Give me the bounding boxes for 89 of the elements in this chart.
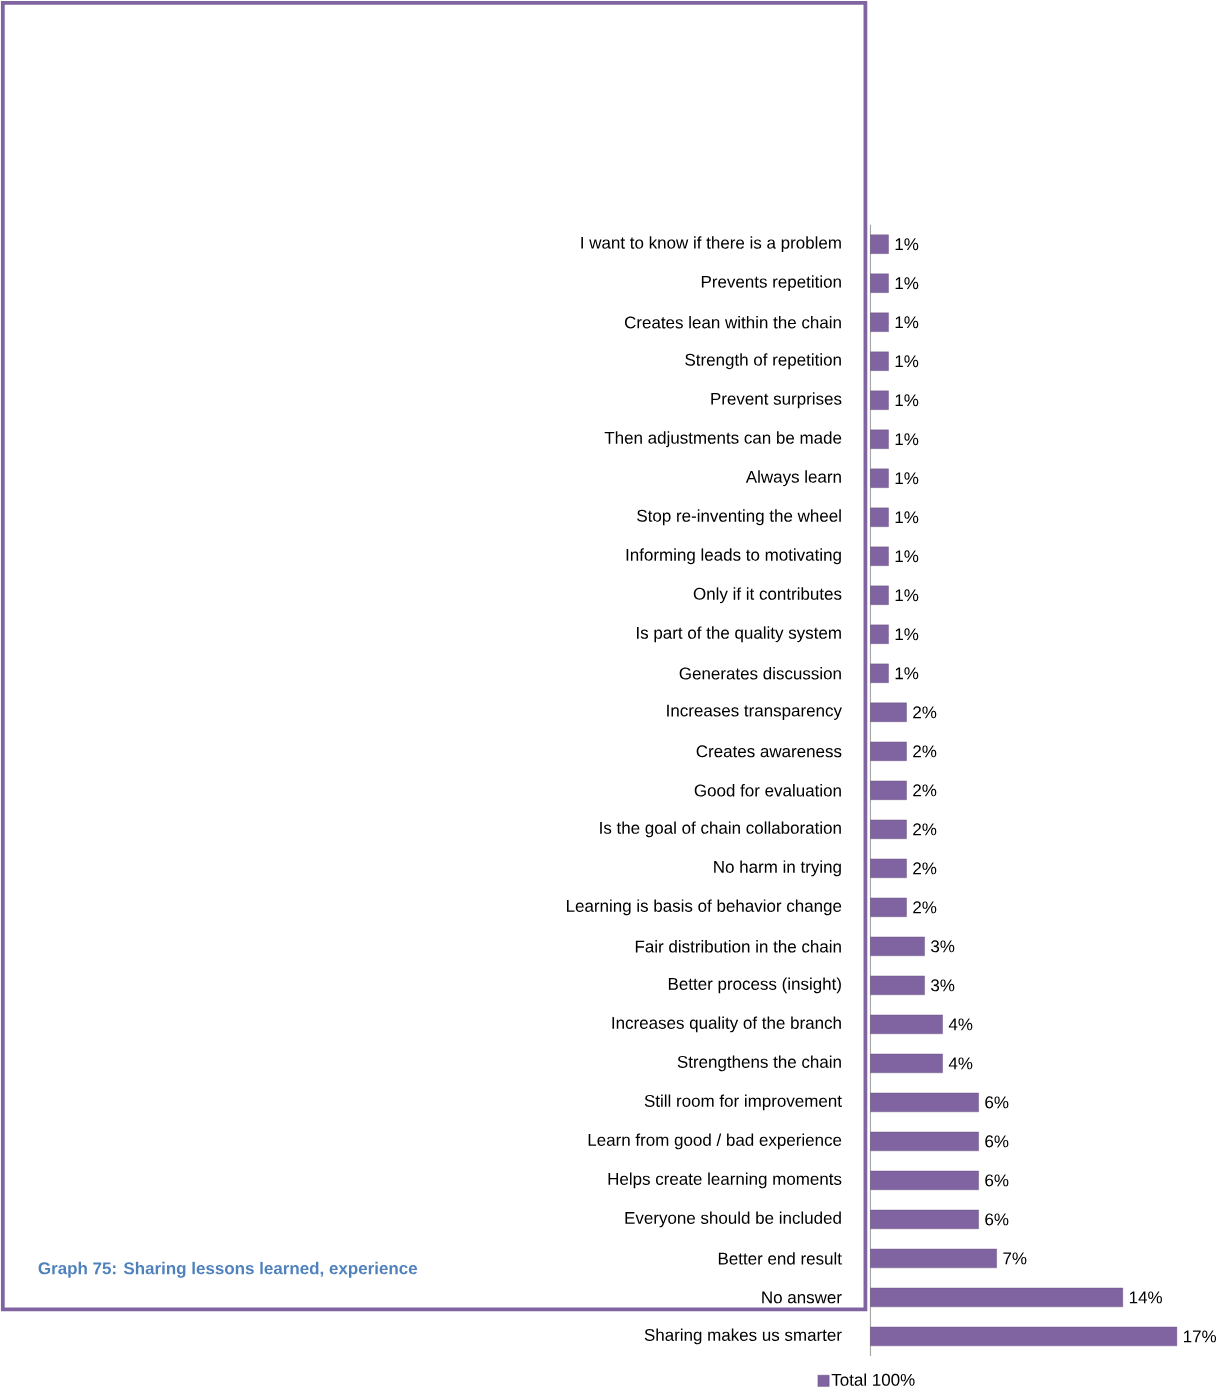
bar [870, 1287, 1123, 1308]
data-label: 3% [930, 979, 955, 992]
y-tick-label: Creates lean within the chain [624, 315, 841, 329]
data-label: 6% [985, 1174, 1009, 1187]
y-tick-label: Is part of the quality system [636, 626, 841, 643]
bar [870, 741, 907, 761]
y-tick-label: Strengthens the chain [677, 1055, 841, 1072]
bar [870, 273, 889, 293]
data-label: 2% [913, 706, 937, 719]
bar [870, 1131, 979, 1151]
data-label: 1% [895, 667, 919, 680]
bar [870, 234, 889, 254]
data-label: 1% [895, 589, 919, 602]
bar [870, 1209, 979, 1230]
data-label: 17% [1183, 1330, 1216, 1343]
bar [870, 897, 907, 917]
y-tick-label: Still room for improvement [644, 1094, 842, 1111]
y-tick-label: Informing leads to motivating [626, 548, 841, 565]
caption: Graph 75: Sharing lessons learned, experience [38, 1261, 417, 1278]
y-tick-label: I want to know if there is a problem [581, 236, 841, 253]
bar [870, 1092, 979, 1112]
data-label: 6% [985, 1096, 1009, 1109]
y-tick-label: Creates awareness [696, 745, 842, 758]
bar [870, 663, 889, 683]
bar [870, 1170, 979, 1191]
bar [870, 624, 889, 644]
y-tick-label: Learning is basis of behavior change [566, 899, 842, 916]
data-label: 14% [1129, 1291, 1162, 1304]
data-label: 1% [895, 433, 919, 446]
bar [870, 936, 925, 956]
data-label: 1% [895, 511, 919, 524]
y-tick-label: Good for evaluation [694, 784, 841, 797]
bar [870, 429, 889, 449]
data-label: 6% [985, 1135, 1009, 1148]
y-tick-label: Learn from good / bad experience [588, 1133, 842, 1150]
data-label: 1% [895, 277, 919, 290]
bar [870, 507, 889, 527]
y-tick-label: Helps create learning moments [608, 1172, 842, 1189]
y-tick-label: Better end result [718, 1252, 842, 1265]
data-label: 1% [895, 316, 919, 329]
data-label: 3% [930, 940, 955, 953]
y-tick-label: Strength of repetition [685, 353, 841, 370]
y-tick-label: Fair distribution in the chain [635, 940, 841, 953]
bar [870, 975, 925, 995]
y-tick-label: Increases transparency [667, 704, 842, 720]
data-label: 7% [1003, 1252, 1027, 1265]
bar [870, 780, 907, 800]
legend-label: Total 100% [831, 1373, 915, 1386]
y-tick-label: Increases quality of the branch [612, 1016, 841, 1033]
data-label: 1% [895, 628, 919, 641]
data-label: 1% [895, 355, 919, 368]
y-tick-label: Stop re-inventing the wheel [636, 509, 841, 526]
y-tick-label: Always learn [745, 470, 841, 487]
data-label: 1% [895, 394, 919, 407]
bar [870, 1053, 943, 1073]
y-tick-label: Generates discussion [679, 667, 841, 680]
bar [870, 819, 907, 839]
data-label: 2% [913, 901, 937, 914]
y-tick-label: Only if it contributes [693, 587, 842, 604]
bar [870, 702, 907, 722]
data-label: 6% [985, 1213, 1009, 1226]
bar [870, 390, 889, 410]
data-label: 2% [913, 823, 937, 836]
y-tick-label: Everyone should be included [625, 1211, 841, 1228]
data-label: 2% [913, 745, 937, 758]
data-label: 4% [948, 1018, 973, 1031]
bar [870, 1014, 943, 1034]
bar [870, 585, 889, 605]
bar [870, 858, 907, 878]
y-tick-label: No answer [762, 1291, 842, 1304]
data-label: 1% [895, 238, 919, 251]
y-tick-label: Prevents repetition [701, 275, 841, 292]
data-label: 4% [948, 1057, 973, 1070]
data-label: 2% [913, 862, 937, 875]
y-tick-label: Prevent surprises [711, 392, 842, 409]
bar [870, 1248, 997, 1269]
data-label: 1% [895, 550, 919, 563]
y-tick-label: Then adjustments can be made [604, 431, 842, 448]
bar [870, 1326, 1177, 1347]
data-label: 2% [913, 784, 937, 797]
data-label: 1% [895, 472, 919, 485]
y-tick-label: Sharing makes us smarter [644, 1328, 842, 1345]
y-tick-label: Better process (insight) [668, 977, 841, 994]
bar [870, 351, 889, 371]
y-tick-label: Is the goal of chain collaboration [600, 821, 841, 838]
y-tick-label: No harm in trying [714, 860, 841, 877]
bar [870, 546, 889, 566]
bar [870, 312, 889, 332]
bar [870, 468, 889, 488]
